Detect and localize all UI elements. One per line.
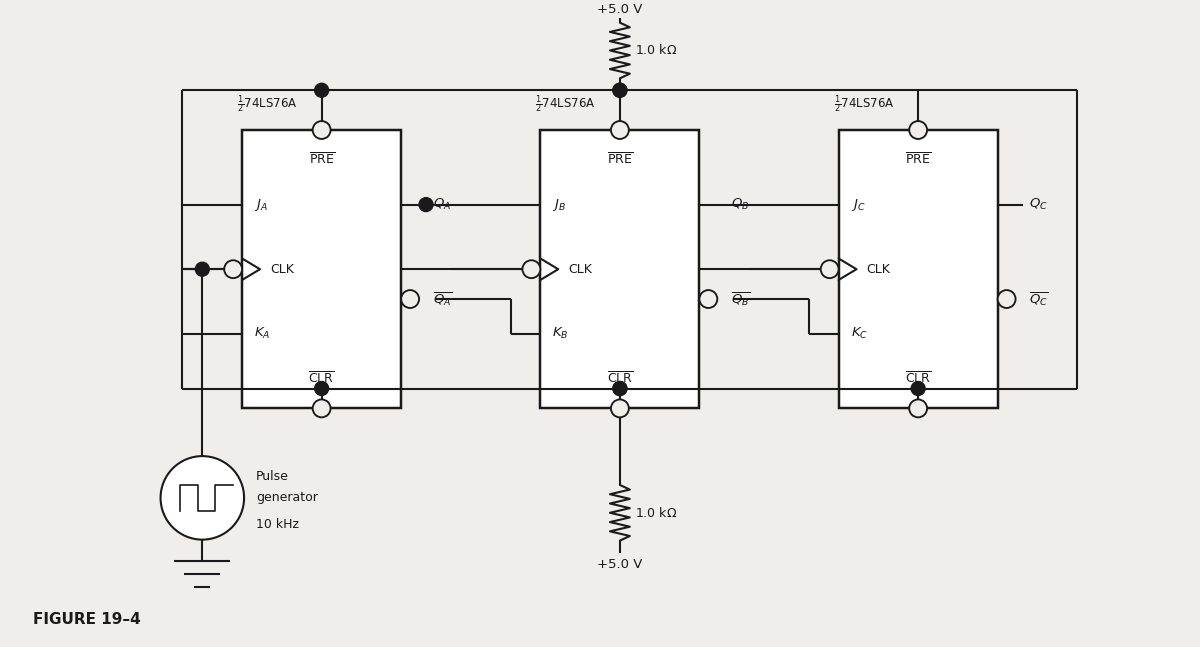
Text: 1.0 k$\Omega$: 1.0 k$\Omega$	[635, 43, 677, 58]
Circle shape	[910, 121, 928, 139]
Circle shape	[613, 83, 626, 97]
Text: $\frac{1}{2}$74LS76A: $\frac{1}{2}$74LS76A	[238, 93, 298, 115]
Text: $Q_A$: $Q_A$	[433, 197, 451, 212]
Text: $\overline{\rm CLR}$: $\overline{\rm CLR}$	[308, 371, 335, 386]
Text: $\overline{\rm PRE}$: $\overline{\rm PRE}$	[905, 152, 931, 168]
Text: +5.0 V: +5.0 V	[598, 558, 642, 571]
Text: Pulse: Pulse	[256, 470, 289, 483]
Circle shape	[313, 399, 330, 417]
Circle shape	[821, 260, 839, 278]
Circle shape	[313, 121, 330, 139]
Text: $Q_B$: $Q_B$	[731, 197, 750, 212]
Text: +5.0 V: +5.0 V	[598, 3, 642, 16]
Text: $\overline{\rm CLR}$: $\overline{\rm CLR}$	[607, 371, 634, 386]
Circle shape	[522, 260, 540, 278]
Text: CLK: CLK	[270, 263, 294, 276]
Circle shape	[613, 382, 626, 395]
Text: $\overline{\rm PRE}$: $\overline{\rm PRE}$	[607, 152, 632, 168]
FancyBboxPatch shape	[839, 130, 997, 408]
Text: $\frac{1}{2}$74LS76A: $\frac{1}{2}$74LS76A	[834, 93, 894, 115]
Text: $\overline{Q_B}$: $\overline{Q_B}$	[731, 291, 750, 308]
Circle shape	[419, 197, 433, 212]
Circle shape	[224, 260, 242, 278]
Circle shape	[700, 290, 718, 308]
Text: $K_C$: $K_C$	[851, 326, 868, 342]
Text: CLK: CLK	[866, 263, 890, 276]
Text: $\overline{\rm CLR}$: $\overline{\rm CLR}$	[905, 371, 931, 386]
Text: $J_B$: $J_B$	[552, 197, 566, 213]
Text: $J_A$: $J_A$	[254, 197, 268, 213]
Circle shape	[613, 382, 626, 395]
Text: 10 kHz: 10 kHz	[256, 518, 299, 531]
Text: $\overline{\rm PRE}$: $\overline{\rm PRE}$	[308, 152, 335, 168]
Text: $\frac{1}{2}$74LS76A: $\frac{1}{2}$74LS76A	[535, 93, 596, 115]
Circle shape	[613, 83, 626, 97]
Text: $J_C$: $J_C$	[851, 197, 865, 213]
Circle shape	[161, 456, 244, 540]
Circle shape	[611, 399, 629, 417]
Circle shape	[911, 382, 925, 395]
FancyBboxPatch shape	[540, 130, 700, 408]
Circle shape	[910, 399, 928, 417]
Text: $K_B$: $K_B$	[552, 326, 569, 342]
Text: generator: generator	[256, 491, 318, 505]
Circle shape	[401, 290, 419, 308]
Text: CLK: CLK	[568, 263, 592, 276]
Text: $Q_C$: $Q_C$	[1030, 197, 1049, 212]
Text: $K_A$: $K_A$	[254, 326, 270, 342]
Circle shape	[611, 121, 629, 139]
Text: 1.0 k$\Omega$: 1.0 k$\Omega$	[635, 506, 677, 520]
Circle shape	[314, 382, 329, 395]
Text: FIGURE 19–4: FIGURE 19–4	[34, 612, 142, 627]
Circle shape	[314, 83, 329, 97]
Circle shape	[997, 290, 1015, 308]
Text: $\overline{Q_A}$: $\overline{Q_A}$	[433, 291, 452, 308]
FancyBboxPatch shape	[242, 130, 401, 408]
Circle shape	[196, 262, 209, 276]
Text: $\overline{Q_C}$: $\overline{Q_C}$	[1030, 291, 1049, 308]
